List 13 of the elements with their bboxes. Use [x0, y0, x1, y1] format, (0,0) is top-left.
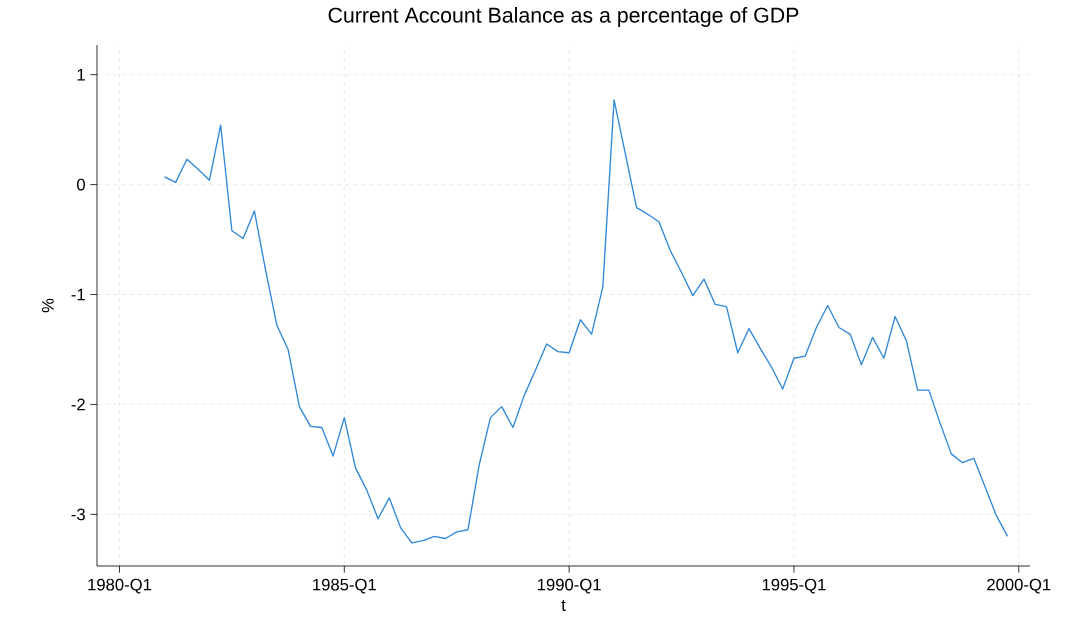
y-tick-label: 0	[77, 178, 85, 191]
y-tick-label: -1	[71, 288, 85, 301]
x-tick-label: 1980-Q1	[88, 578, 152, 594]
x-axis-title: t	[561, 599, 566, 611]
x-tick-label: 1985-Q1	[313, 578, 376, 594]
y-axis-title: %	[41, 298, 54, 313]
x-tick-label: 1995-Q1	[762, 578, 826, 594]
y-tick-label: -3	[71, 508, 85, 521]
y-tick-label: -2	[71, 398, 85, 411]
y-tick-label: 1	[77, 68, 85, 81]
chart-title: Current Account Balance as a percentage of GDP	[328, 7, 799, 27]
x-tick-label: 1990-Q1	[537, 578, 601, 594]
x-tick-label: 2000-Q1	[987, 578, 1051, 594]
